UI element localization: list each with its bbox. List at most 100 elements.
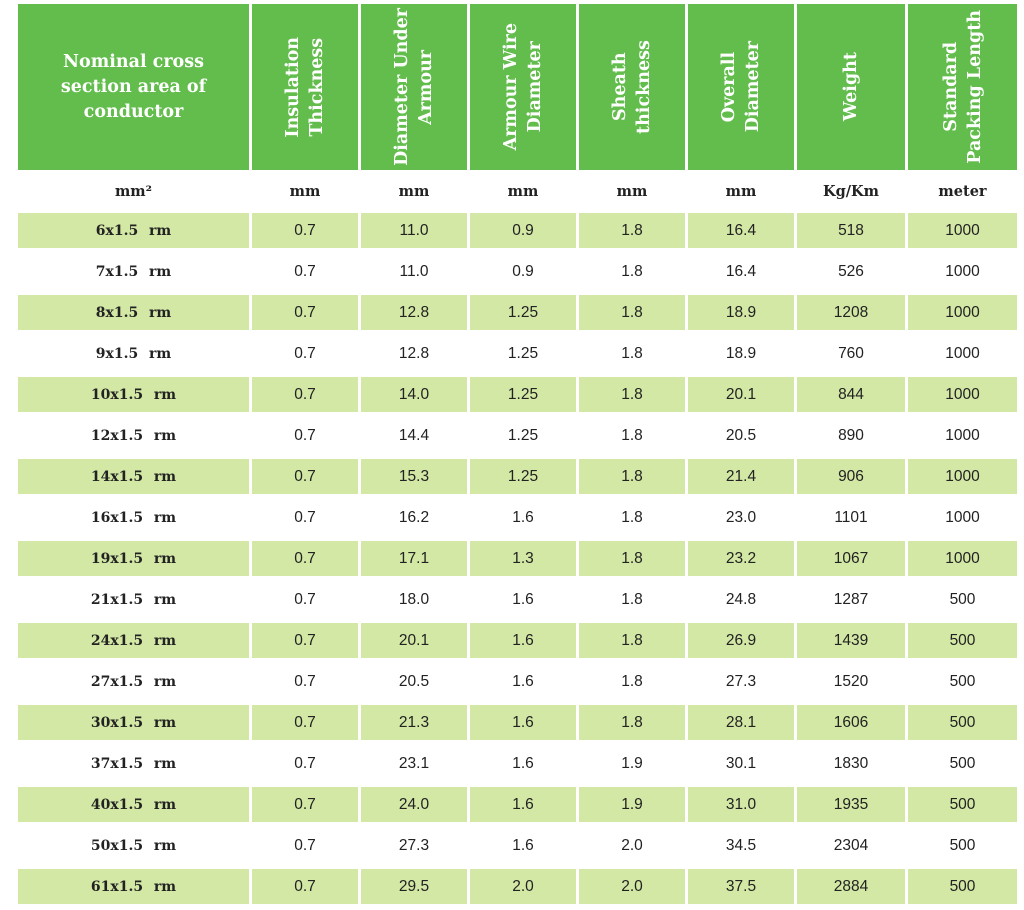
cell-cross-section: 7x1.5 rm <box>18 254 249 289</box>
table-cell: 1.25 <box>470 418 576 453</box>
table-cell: 2884 <box>797 869 905 904</box>
table-cell: 27.3 <box>688 664 794 699</box>
table-cell: 0.7 <box>252 582 358 617</box>
cell-cross-section: 30x1.5 rm <box>18 705 249 740</box>
table-cell: 20.5 <box>361 664 467 699</box>
table-cell: 1.25 <box>470 295 576 330</box>
table-cell: 1208 <box>797 295 905 330</box>
table-cell: 0.7 <box>252 705 358 740</box>
spec-table-header: Nominal cross section area of conductor … <box>18 4 1022 213</box>
table-cell: 27.3 <box>361 828 467 863</box>
table-cell: 29.5 <box>361 869 467 904</box>
table-cell: 1830 <box>797 746 905 781</box>
table-cell: 1.8 <box>579 336 685 371</box>
table-row: 6x1.5 rm 0.7 11.0 0.9 1.8 16.4 518 1000 <box>18 213 1022 254</box>
table-cell: 1.8 <box>579 459 685 494</box>
table-cell: 2.0 <box>579 869 685 904</box>
table-cell: 16.4 <box>688 254 794 289</box>
table-cell: 1000 <box>908 541 1017 576</box>
table-cell: 34.5 <box>688 828 794 863</box>
table-cell: 1000 <box>908 213 1017 248</box>
table-cell: 1.6 <box>470 746 576 781</box>
table-cell: 0.7 <box>252 541 358 576</box>
table-cell: 1.8 <box>579 541 685 576</box>
table-cell: 0.7 <box>252 500 358 535</box>
table-cell: 23.2 <box>688 541 794 576</box>
table-cell: 0.7 <box>252 623 358 658</box>
table-cell: 1.25 <box>470 336 576 371</box>
table-cell: 1.8 <box>579 500 685 535</box>
table-cell: 500 <box>908 828 1017 863</box>
table-cell: 500 <box>908 623 1017 658</box>
table-cell: 1439 <box>797 623 905 658</box>
spec-table-body: 6x1.5 rm 0.7 11.0 0.9 1.8 16.4 518 1000 7x1.5 rm… <box>18 213 1022 910</box>
table-cell: 1101 <box>797 500 905 535</box>
table-cell: 500 <box>908 869 1017 904</box>
table-cell: 1.6 <box>470 787 576 822</box>
table-cell: 500 <box>908 582 1017 617</box>
table-cell: 1.25 <box>470 459 576 494</box>
header-weight: Weight <box>797 4 905 170</box>
header-sheath-thickness: Sheath thickness <box>579 4 685 170</box>
table-cell: 2.0 <box>470 869 576 904</box>
header-diameter-under-armour: Diameter Under Armour <box>361 4 467 170</box>
table-row: 9x1.5 rm 0.7 12.8 1.25 1.8 18.9 760 1000 <box>18 336 1022 377</box>
table-cell: 1.9 <box>579 787 685 822</box>
cell-cross-section: 40x1.5 rm <box>18 787 249 822</box>
table-cell: 21.4 <box>688 459 794 494</box>
table-cell: 844 <box>797 377 905 412</box>
cell-cross-section: 12x1.5 rm <box>18 418 249 453</box>
table-cell: 0.7 <box>252 377 358 412</box>
table-cell: 12.8 <box>361 336 467 371</box>
table-cell: 2.0 <box>579 828 685 863</box>
table-cell: 1067 <box>797 541 905 576</box>
table-cell: 0.7 <box>252 254 358 289</box>
table-cell: 1000 <box>908 418 1017 453</box>
cell-cross-section: 21x1.5 rm <box>18 582 249 617</box>
table-cell: 0.9 <box>470 213 576 248</box>
cell-cross-section: 14x1.5 rm <box>18 459 249 494</box>
table-cell: 24.8 <box>688 582 794 617</box>
table-cell: 0.7 <box>252 746 358 781</box>
unit-overall-diameter: mm <box>725 183 757 200</box>
table-cell: 500 <box>908 787 1017 822</box>
table-cell: 20.5 <box>688 418 794 453</box>
table-cell: 1.9 <box>579 746 685 781</box>
unit-armour-wire: mm <box>507 183 539 200</box>
table-cell: 1287 <box>797 582 905 617</box>
unit-sheath: mm <box>616 183 648 200</box>
cell-cross-section: 37x1.5 rm <box>18 746 249 781</box>
table-cell: 1.8 <box>579 418 685 453</box>
table-cell: 1000 <box>908 295 1017 330</box>
table-cell: 1.6 <box>470 828 576 863</box>
table-cell: 18.0 <box>361 582 467 617</box>
table-cell: 1.8 <box>579 705 685 740</box>
table-cell: 21.3 <box>361 705 467 740</box>
table-cell: 1.6 <box>470 582 576 617</box>
table-row: 40x1.5 rm 0.7 24.0 1.6 1.9 31.0 1935 500 <box>18 787 1022 828</box>
table-cell: 1.6 <box>470 623 576 658</box>
unit-insulation: mm <box>289 183 321 200</box>
table-cell: 1000 <box>908 377 1017 412</box>
header-insulation-thickness: Insulation Thickness <box>252 4 358 170</box>
table-cell: 1.6 <box>470 664 576 699</box>
cell-cross-section: 24x1.5 rm <box>18 623 249 658</box>
table-cell: 0.7 <box>252 664 358 699</box>
cell-cross-section: 16x1.5 rm <box>18 500 249 535</box>
unit-packing-length: meter <box>938 183 987 200</box>
table-cell: 37.5 <box>688 869 794 904</box>
table-row: 10x1.5 rm 0.7 14.0 1.25 1.8 20.1 844 1000 <box>18 377 1022 418</box>
table-cell: 2304 <box>797 828 905 863</box>
table-cell: 18.9 <box>688 295 794 330</box>
cell-cross-section: 50x1.5 rm <box>18 828 249 863</box>
table-cell: 14.4 <box>361 418 467 453</box>
table-cell: 906 <box>797 459 905 494</box>
table-cell: 760 <box>797 336 905 371</box>
table-cell: 0.7 <box>252 787 358 822</box>
table-row: 30x1.5 rm 0.7 21.3 1.6 1.8 28.1 1606 500 <box>18 705 1022 746</box>
cell-cross-section: 61x1.5 rm <box>18 869 249 904</box>
unit-weight: Kg/Km <box>823 183 879 200</box>
table-cell: 16.4 <box>688 213 794 248</box>
table-row: 12x1.5 rm 0.7 14.4 1.25 1.8 20.5 890 1000 <box>18 418 1022 459</box>
table-cell: 500 <box>908 705 1017 740</box>
